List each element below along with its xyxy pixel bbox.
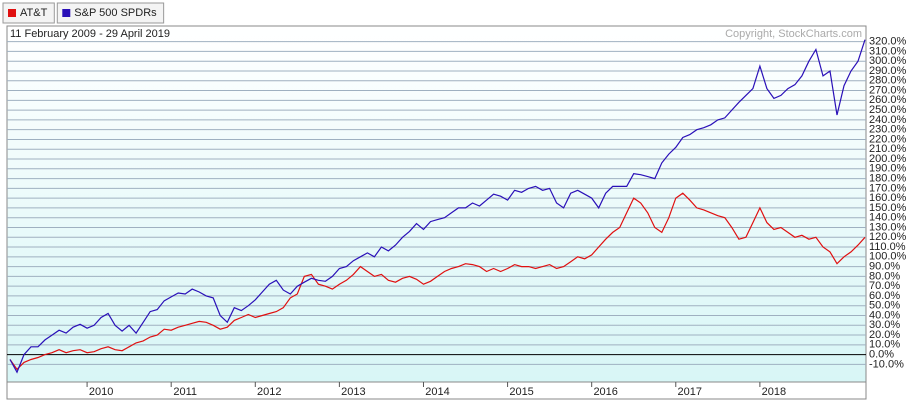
y-tick-label: 10.0% — [869, 339, 900, 351]
y-tick-label: -10.0% — [869, 358, 904, 370]
y-tick-label: 0.0% — [869, 349, 894, 361]
legend-swatch — [8, 9, 16, 17]
x-tick-label: 2015 — [509, 386, 533, 398]
x-tick-label: 2016 — [593, 386, 617, 398]
y-tick-label: 210.0% — [869, 143, 907, 155]
date-range: 11 February 2009 - 29 April 2019 — [10, 28, 170, 40]
y-tick-label: 230.0% — [869, 124, 907, 136]
y-tick-label: 170.0% — [869, 182, 907, 194]
y-tick-label: 220.0% — [869, 133, 907, 145]
y-tick-label: 240.0% — [869, 114, 907, 126]
y-tick-label: 280.0% — [869, 75, 907, 87]
y-tick-label: 180.0% — [869, 172, 907, 184]
y-tick-label: 80.0% — [869, 270, 900, 282]
x-tick-label: 2018 — [762, 386, 786, 398]
y-tick-label: 150.0% — [869, 202, 907, 214]
x-axis-band — [6, 381, 867, 400]
x-tick-label: 2010 — [89, 386, 113, 398]
x-tick-label: 2011 — [173, 386, 197, 398]
y-tick-label: 200.0% — [869, 153, 907, 165]
legend-item: AT&T — [2, 2, 55, 24]
plot-area — [6, 25, 867, 383]
y-tick-label: 130.0% — [869, 221, 907, 233]
x-tick-label: 2017 — [678, 386, 702, 398]
y-tick-label: 20.0% — [869, 329, 900, 341]
legend-box — [56, 2, 165, 24]
y-tick-label: 30.0% — [869, 319, 900, 331]
y-tick-label: 100.0% — [869, 251, 907, 263]
y-tick-label: 310.0% — [869, 45, 907, 57]
y-tick-label: 140.0% — [869, 212, 907, 224]
x-tick-label: 2014 — [425, 386, 449, 398]
legend-box — [2, 2, 55, 24]
x-tick-label: 2013 — [341, 386, 365, 398]
y-tick-label: 190.0% — [869, 163, 907, 175]
y-tick-label: 300.0% — [869, 55, 907, 67]
y-tick-label: 160.0% — [869, 192, 907, 204]
y-tick-label: 270.0% — [869, 84, 907, 96]
legend-label: AT&T — [20, 7, 48, 19]
x-tick-label: 2012 — [257, 386, 281, 398]
y-tick-label: 40.0% — [869, 309, 900, 321]
copyright: Copyright, StockCharts.com — [725, 28, 862, 40]
y-tick-label: 50.0% — [869, 300, 900, 312]
y-tick-label: 90.0% — [869, 260, 900, 272]
y-tick-label: 60.0% — [869, 290, 900, 302]
y-tick-label: 120.0% — [869, 231, 907, 243]
legend-item: S&P 500 SPDRs — [56, 2, 165, 24]
series-line — [9, 39, 866, 374]
legend-swatch — [62, 9, 71, 17]
y-tick-label: 260.0% — [869, 94, 907, 106]
series-line — [9, 192, 866, 371]
y-tick-label: 320.0% — [869, 36, 907, 48]
legend-label: S&P 500 SPDRs — [74, 7, 157, 19]
y-tick-label: 110.0% — [869, 241, 906, 253]
y-tick-label: 290.0% — [869, 65, 907, 77]
y-tick-label: 250.0% — [869, 104, 907, 116]
y-tick-label: 70.0% — [869, 280, 900, 292]
